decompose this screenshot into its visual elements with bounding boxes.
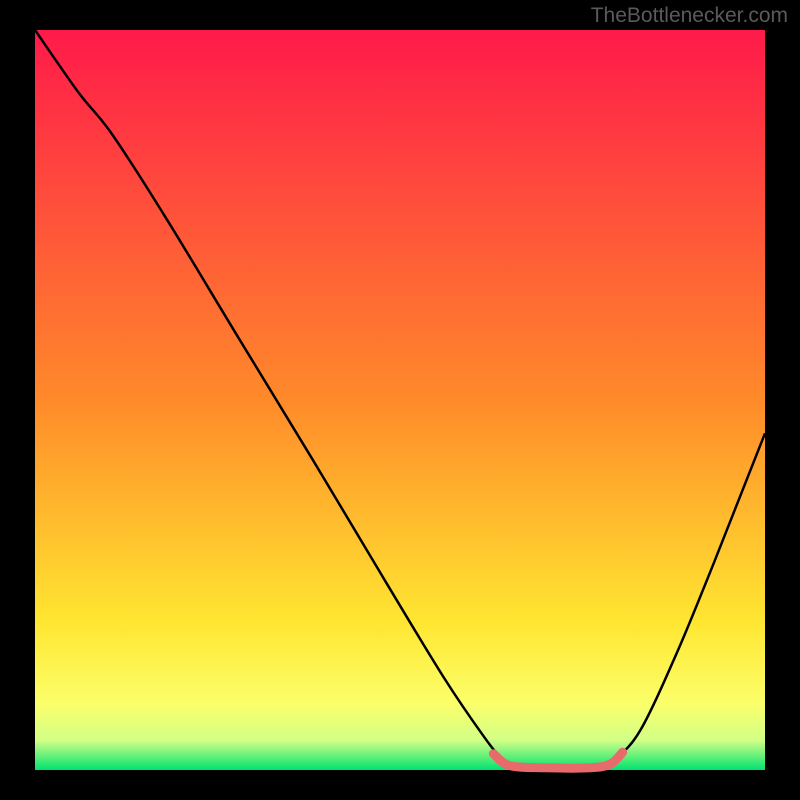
chart-container: TheBottlenecker.com bbox=[0, 0, 800, 800]
watermark-text: TheBottlenecker.com bbox=[591, 4, 788, 28]
plot-area bbox=[35, 30, 765, 770]
accent-curve bbox=[493, 752, 622, 768]
accent-layer bbox=[35, 30, 765, 770]
